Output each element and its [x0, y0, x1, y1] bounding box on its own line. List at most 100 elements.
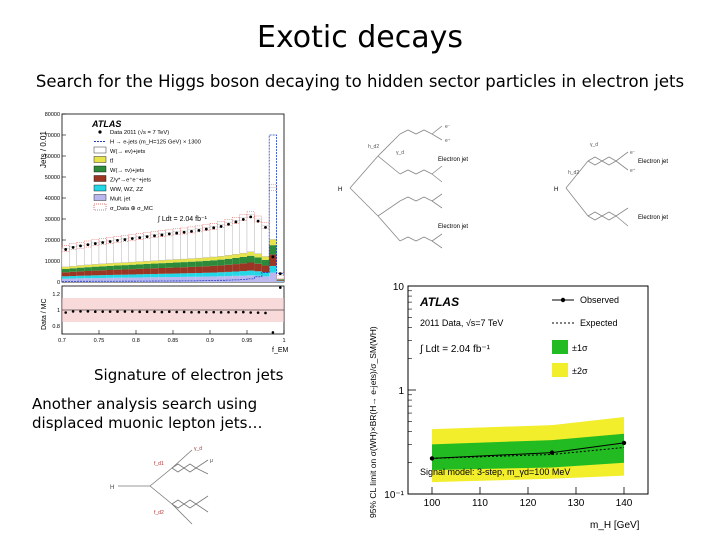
hist-stack-segment: [210, 260, 218, 266]
hist-stack-segment: [210, 272, 218, 277]
hist-data-point: [153, 234, 156, 238]
diagram-2step-gamma-label: γ_d: [590, 142, 598, 148]
hist-uncertainty-band: [246, 211, 255, 219]
ratio-data-point: [190, 310, 193, 314]
hist-data-point: [197, 228, 201, 232]
hist-stack-segment: [69, 271, 77, 277]
hist-data-point: [108, 240, 112, 243]
hist-stack-segment: [269, 254, 277, 266]
hist-stack-segment: [217, 265, 225, 273]
hist-data-point: [271, 255, 275, 259]
hist-stack-segment: [239, 275, 247, 282]
hist-stack-segment: [128, 274, 136, 278]
hist-legend-marker: [93, 184, 107, 192]
hist-stack-segment: [76, 265, 85, 268]
hist-stack-segment: [187, 266, 196, 274]
hist-stack-segment: [84, 278, 92, 282]
ratio-data-point: [153, 310, 156, 314]
hist-data-point: [79, 244, 82, 248]
hist-stack-segment: [69, 268, 77, 272]
hist-stack-segment: [143, 235, 151, 262]
hist-stack-segment: [165, 277, 173, 282]
limit-observed-point: [549, 450, 555, 455]
hist-data-point: [190, 229, 193, 233]
hist-stack-segment: [136, 261, 144, 265]
hist-stack-segment: [276, 280, 284, 281]
hist-x-tick-label: 0.7: [58, 338, 66, 344]
hist-stack-segment: [128, 262, 136, 265]
hist-data-point: [71, 245, 75, 249]
hist-stack-segment: [180, 259, 188, 263]
hist-stack-segment: [254, 271, 262, 276]
hist-data-point: [130, 237, 134, 240]
hist-stack-segment: [261, 272, 270, 277]
legend-2sigma-label: ±2σ: [572, 366, 588, 376]
limit-observed-point: [429, 456, 435, 461]
hist-stack-segment: [195, 272, 203, 277]
hist-stack-segment: [62, 268, 70, 273]
limit-y-label: 95% CL limit on σ(WH)×BR(H→ e-jets)/σ_SM…: [368, 326, 378, 518]
diagram-2step-h-label: H: [554, 187, 558, 193]
hist-data-point: [182, 230, 186, 234]
ratio-data-point: [249, 311, 252, 314]
hist-stack-segment: [128, 269, 136, 275]
diagram-3step-gamma-label: γ_d: [396, 150, 404, 156]
muon-diagram-gamma-label: γ_d: [194, 446, 202, 452]
hist-stack-segment: [187, 258, 196, 262]
hist-y-tick-label: 60000: [45, 154, 60, 160]
hist-stack-segment: [173, 267, 181, 274]
hist-legend-marker: [93, 175, 107, 182]
hist-stack-segment: [173, 259, 181, 263]
hist-y-tick-label: 0: [57, 280, 60, 286]
hist-stack-segment: [158, 260, 166, 264]
hist-legend-label: W(→ eν)+jets: [110, 149, 145, 155]
ratio-y-label: Data / MC: [41, 298, 48, 330]
hist-stack-segment: [113, 262, 122, 266]
limit-1sigma-band: [432, 433, 624, 471]
hist-stack-segment: [76, 278, 85, 282]
hist-uncertainty-band: [268, 184, 277, 191]
hist-stack-segment: [239, 217, 248, 254]
hist-stack-segment: [180, 273, 188, 277]
hist-stack-segment: [239, 263, 247, 272]
ratio-y-tick-label: 0.8: [52, 324, 60, 330]
hist-stack-segment: [99, 275, 107, 278]
hist-stack-segment: [173, 262, 181, 268]
hist-legend-marker: [93, 203, 107, 211]
hist-y-tick-label: 40000: [45, 196, 60, 202]
fem-histogram: 0 10000 20000 30000 40000 50000 60000 70000 8000…: [40, 108, 290, 358]
ratio-data-point: [279, 286, 282, 289]
limit-x-tick-label: 100: [424, 498, 441, 509]
ratio-data-point: [116, 310, 119, 313]
legend-2sigma-swatch: [552, 363, 568, 377]
ratio-data-point: [101, 310, 104, 313]
limit-y-tick-label: 10⁻¹: [384, 490, 404, 501]
hist-stack-segment: [180, 230, 188, 260]
hist-stack-segment: [106, 263, 114, 266]
legend-observed-marker: [560, 297, 566, 303]
muon-diagram-fd2-label: f_d2: [154, 510, 164, 516]
hist-stack-segment: [62, 266, 70, 269]
hist-data-point: [93, 242, 97, 245]
diagram-3step-jet-label-top: Electron jet: [438, 157, 468, 163]
hist-stack-segment: [128, 277, 136, 282]
hist-legend-marker: [93, 194, 107, 201]
hist-legend: Data 2011 (√s = 7 TeV) H → e-jets (m_H=12…: [93, 129, 201, 212]
hist-stack-segment: [217, 259, 225, 266]
hist-stack-segment: [121, 265, 129, 270]
limit-atlas-label: ATLAS: [419, 295, 459, 309]
hist-stack-segment: [187, 229, 196, 259]
hist-stack-segment: [247, 255, 255, 263]
hist-stack-segment: [84, 264, 92, 268]
hist-stack-segment: [121, 274, 129, 278]
hist-stack-segment: [165, 262, 173, 268]
hist-stack-segment: [202, 227, 211, 258]
hist-legend-label: tt̄: [110, 158, 114, 165]
hist-legend-label: H → e-jets (m_H=125 GeV) × 1300: [110, 140, 201, 146]
hist-stack-segment: [269, 187, 277, 240]
hist-stack-segment: [247, 270, 255, 276]
hist-data-point: [86, 243, 90, 247]
diagram-2step: [565, 151, 629, 227]
hist-y-tick-label: 30000: [45, 217, 60, 223]
hist-data-point: [160, 233, 164, 237]
